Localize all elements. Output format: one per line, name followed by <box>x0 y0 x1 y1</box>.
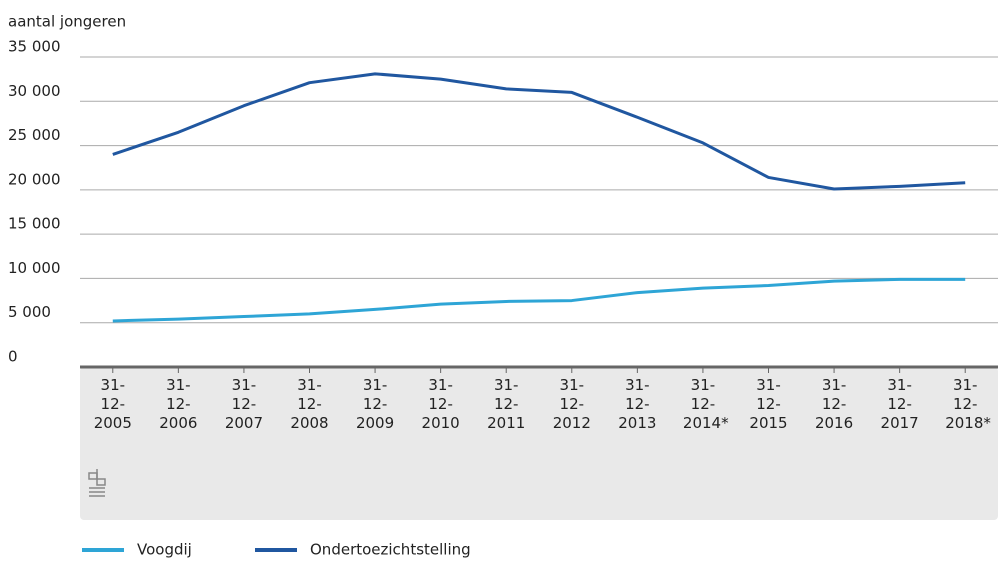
y-tick-label: 25 000 <box>8 126 61 144</box>
line <box>112 277 966 323</box>
y-tick-label: 10 000 <box>8 259 61 277</box>
y-tick-label: 20 000 <box>8 170 61 188</box>
x-tick-label: 31-12-2014* <box>682 376 729 432</box>
category-band <box>80 367 998 520</box>
x-tick-label: 31-12-2005 <box>93 376 132 432</box>
y-tick-label: 5 000 <box>8 303 51 321</box>
x-tick-label: 31-12-2016 <box>814 376 854 432</box>
x-tick-label: 31-12-2017 <box>880 376 919 432</box>
x-tick-label: 31-12-2013 <box>618 376 657 432</box>
y-tick-label: 30 000 <box>8 82 61 100</box>
x-tick-label: 31-12-2010 <box>421 376 460 432</box>
y-tick-label: 35 000 <box>8 38 61 56</box>
y-tick-label: 0 <box>8 348 18 366</box>
x-tick-label: 31-12-2012 <box>552 376 591 432</box>
legend-label: Voogdij <box>137 541 192 559</box>
x-tick-label: 31-12-2006 <box>159 376 198 432</box>
y-tick-label: 15 000 <box>8 215 61 233</box>
x-tick-label: 31-12-2011 <box>487 376 526 432</box>
x-tick-label: 31-12-2015 <box>749 376 788 432</box>
x-tick-label: 31-12-2008 <box>290 376 329 432</box>
y-axis-label: aantal jongeren <box>8 13 126 31</box>
x-tick-label: 31-12-2009 <box>355 376 395 432</box>
x-tick-label: 31-12-2007 <box>224 376 264 432</box>
line <box>112 72 966 191</box>
x-tick-label: 31-12-2018* <box>945 376 991 432</box>
legend-label: Ondertoezichtstelling <box>310 541 471 559</box>
cbs-logo <box>88 469 106 497</box>
